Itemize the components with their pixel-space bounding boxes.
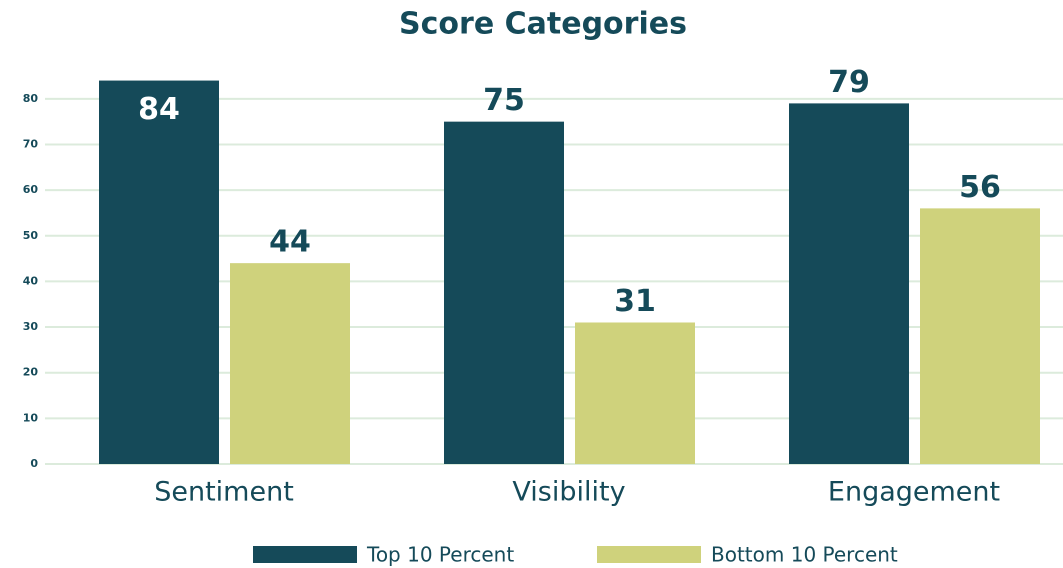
data-label: 44 xyxy=(269,225,311,260)
y-tick-label: 0 xyxy=(30,457,38,470)
data-label: 31 xyxy=(614,284,656,319)
bar xyxy=(789,103,909,464)
y-tick-label: 60 xyxy=(23,183,39,196)
y-tick-label: 20 xyxy=(23,366,39,379)
x-tick-label: Visibility xyxy=(512,477,625,508)
data-label: 79 xyxy=(828,65,870,100)
legend-label: Top 10 Percent xyxy=(366,543,514,567)
legend-swatch xyxy=(597,546,701,563)
data-label: 84 xyxy=(138,92,180,127)
bar xyxy=(920,208,1040,464)
y-tick-label: 10 xyxy=(23,411,39,424)
legend-label: Bottom 10 Percent xyxy=(711,543,898,567)
y-tick-label: 70 xyxy=(23,137,39,150)
y-tick-label: 50 xyxy=(23,229,39,242)
bar xyxy=(575,322,695,464)
bar xyxy=(230,263,350,464)
legend-swatch xyxy=(253,546,357,563)
y-tick-label: 40 xyxy=(23,274,39,287)
chart-title: Score Categories xyxy=(399,7,687,42)
bar xyxy=(99,80,219,465)
data-label: 56 xyxy=(959,170,1001,205)
x-tick-label: Engagement xyxy=(828,477,1000,508)
x-tick-label: Sentiment xyxy=(154,477,294,508)
data-label: 75 xyxy=(483,83,525,118)
y-tick-label: 30 xyxy=(23,320,39,333)
bar xyxy=(444,121,564,464)
y-tick-label: 80 xyxy=(23,92,39,105)
